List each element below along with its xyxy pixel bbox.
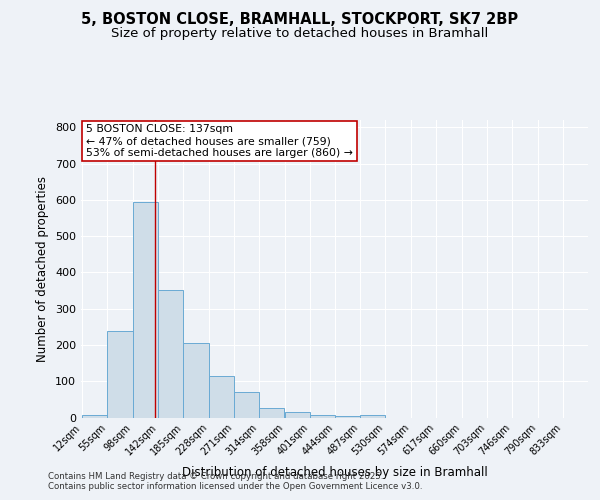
Bar (209, 376, 234, 418)
Bar (335, 416, 360, 418)
Bar (234, 392, 259, 417)
Text: Size of property relative to detached houses in Bramhall: Size of property relative to detached ho… (112, 28, 488, 40)
Text: Contains public sector information licensed under the Open Government Licence v3: Contains public sector information licen… (48, 482, 422, 491)
Bar (107, 331, 133, 418)
Bar (133, 202, 158, 418)
Text: Contains HM Land Registry data © Crown copyright and database right 2025.: Contains HM Land Registry data © Crown c… (48, 472, 383, 481)
Bar (310, 414, 335, 418)
X-axis label: Distribution of detached houses by size in Bramhall: Distribution of detached houses by size … (182, 466, 487, 478)
Y-axis label: Number of detached properties: Number of detached properties (37, 176, 49, 362)
Text: 5 BOSTON CLOSE: 137sqm
← 47% of detached houses are smaller (759)
53% of semi-de: 5 BOSTON CLOSE: 137sqm ← 47% of detached… (86, 124, 353, 158)
Bar (82, 414, 107, 418)
Bar (158, 290, 184, 418)
Text: 5, BOSTON CLOSE, BRAMHALL, STOCKPORT, SK7 2BP: 5, BOSTON CLOSE, BRAMHALL, STOCKPORT, SK… (82, 12, 518, 28)
Bar (285, 412, 310, 418)
Bar (184, 343, 209, 417)
Bar (360, 414, 385, 418)
Bar (259, 408, 284, 418)
